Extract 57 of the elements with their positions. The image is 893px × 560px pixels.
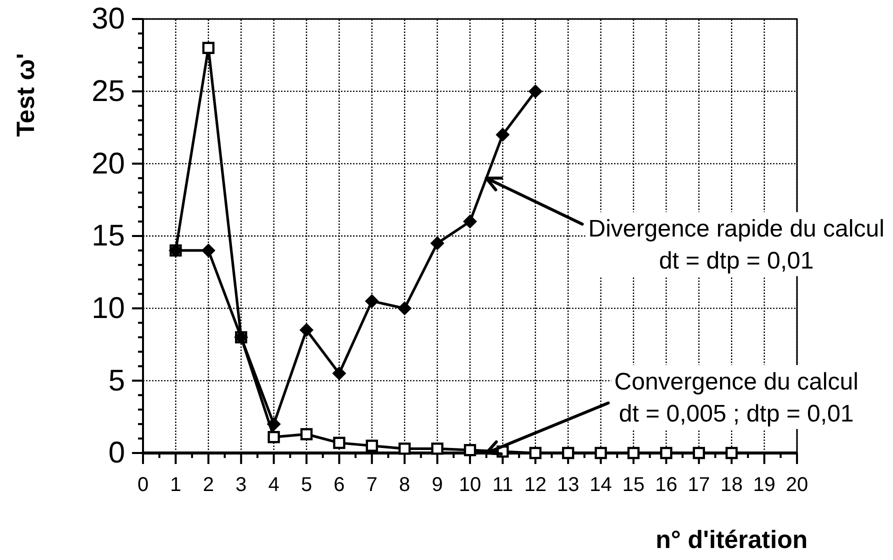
point (398, 301, 412, 316)
point (332, 366, 346, 380)
point (529, 446, 542, 460)
point (266, 417, 281, 432)
point (562, 446, 574, 460)
y-axis-title: Test ω' (12, 53, 40, 137)
point (300, 323, 314, 338)
point (594, 446, 607, 460)
point (660, 446, 672, 460)
x-tick-label: 12 (524, 474, 547, 496)
x-axis-title: n° d'itération (656, 526, 808, 554)
x-tick-label: 2 (202, 474, 214, 496)
x-tick-label: 15 (622, 474, 645, 496)
x-tick-label: 5 (300, 474, 312, 496)
x-tick-label: 6 (334, 474, 345, 496)
x-tick-label: 19 (753, 474, 776, 496)
point (692, 446, 705, 460)
x-tick-label: 0 (137, 474, 149, 496)
point (627, 446, 640, 460)
point (464, 444, 476, 456)
x-tick-label: 13 (556, 474, 580, 496)
point (726, 446, 738, 460)
x-tick-label: 9 (432, 474, 443, 496)
point (366, 440, 378, 452)
x-tick-label: 14 (590, 474, 612, 496)
point (463, 214, 477, 229)
x-tick-label: 1 (170, 474, 182, 496)
point (528, 84, 542, 98)
x-tick-label: 10 (458, 474, 482, 496)
annotation: Convergence du calcul dt = 0,005 ; dtp = 0,01 (614, 368, 858, 428)
x-tick-label: 4 (268, 474, 280, 496)
y-tick-label: 10 (92, 292, 125, 325)
point (300, 428, 313, 440)
point (201, 243, 216, 258)
y-tick-label: 30 (92, 2, 125, 36)
x-tick-label: 7 (366, 474, 378, 496)
y-tick-label: 15 (92, 220, 125, 253)
x-tick-label: 8 (399, 474, 410, 496)
x-tick-label: 20 (786, 474, 808, 496)
y-tick-label: 25 (92, 74, 125, 108)
point (202, 42, 214, 54)
x-tick-label: 18 (720, 474, 743, 496)
annotation: Divergence rapide du calcul dt = dtp = 0,01 (588, 216, 884, 275)
y-tick-label: 20 (92, 147, 125, 180)
point (333, 436, 346, 449)
x-tick-label: 3 (236, 474, 247, 496)
point (364, 294, 379, 308)
y-tick-label: 5 (108, 364, 125, 398)
point (268, 430, 280, 444)
x-tick-label: 17 (688, 474, 710, 496)
point (496, 128, 510, 142)
point (430, 236, 444, 250)
point (431, 442, 444, 455)
x-tick-label: 11 (492, 474, 514, 496)
x-tick-label: 16 (655, 474, 678, 496)
point (398, 442, 411, 455)
y-tick-label: 0 (108, 436, 125, 470)
